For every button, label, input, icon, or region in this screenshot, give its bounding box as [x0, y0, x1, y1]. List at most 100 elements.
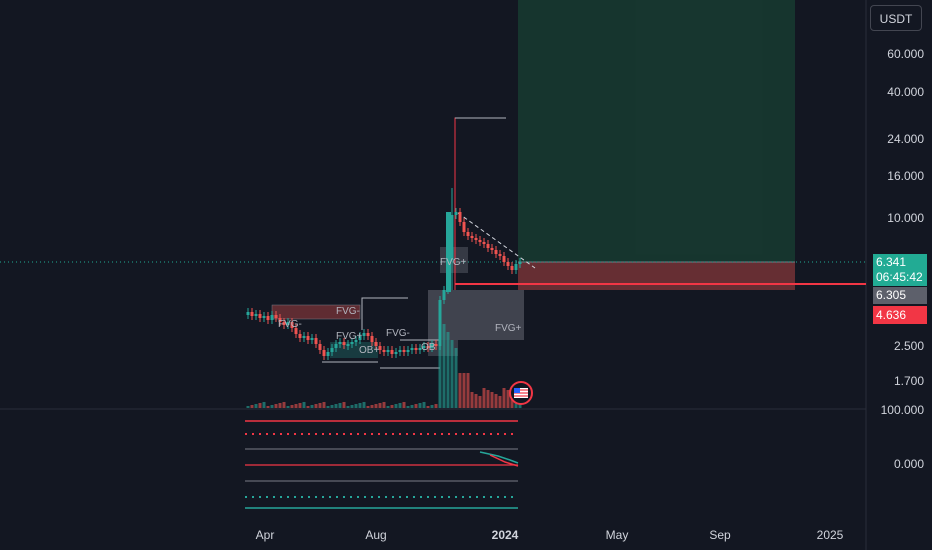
candle-body: [362, 333, 366, 336]
candle-body: [350, 342, 354, 344]
price-badge-grey: 6.305: [873, 287, 927, 304]
volume-bar: [286, 406, 290, 408]
candle-body: [322, 350, 326, 356]
volume-bar: [426, 406, 430, 408]
candle-body: [278, 318, 282, 322]
volume-bar: [498, 396, 502, 408]
volume-bar: [430, 405, 434, 408]
candle-body: [270, 315, 274, 320]
candle-body: [374, 342, 378, 346]
candle-body: [298, 334, 302, 338]
volume-bar: [290, 405, 294, 408]
candle-body: [314, 338, 318, 344]
volume-bar: [246, 406, 250, 408]
indicator-axis-tick: 0.000: [893, 457, 924, 471]
fvg-minus-label: FVG-: [336, 306, 360, 317]
candle-body: [482, 242, 486, 244]
volume-bar: [314, 404, 318, 408]
volume-bar: [458, 373, 462, 408]
volume-bar: [254, 404, 258, 408]
candle-body: [326, 352, 330, 356]
currency-button[interactable]: USDT: [870, 5, 922, 31]
indicator-oscillator-red: [489, 454, 519, 467]
time-axis-tick: Aug: [365, 528, 387, 542]
candle-body: [518, 262, 522, 264]
candle-body: [386, 350, 390, 352]
candle-body: [394, 352, 398, 354]
candle-body: [398, 350, 402, 352]
candle-body: [330, 348, 334, 352]
volume-bar: [338, 403, 342, 408]
current-price-badge: 6.341 06:45:42: [873, 254, 927, 286]
volume-bar: [334, 404, 338, 408]
price-axis-tick: 1.700: [893, 374, 924, 388]
volume-bar: [354, 404, 358, 408]
candle-body: [510, 266, 514, 270]
candle-body: [370, 336, 374, 342]
volume-bar: [390, 405, 394, 408]
candle-body: [338, 342, 342, 344]
volume-bar: [322, 402, 326, 408]
candle-body: [274, 315, 278, 318]
volume-bar: [482, 388, 486, 408]
candle-body: [382, 350, 386, 352]
volume-bar: [462, 373, 466, 408]
volume-bar: [378, 403, 382, 408]
time-axis-tick: May: [605, 528, 629, 542]
volume-bar: [502, 388, 506, 408]
candle-body: [494, 250, 498, 254]
candle-body: [422, 346, 426, 348]
volume-bar: [266, 406, 270, 408]
candle-body: [366, 333, 370, 336]
candle-body: [282, 322, 286, 325]
candle-body: [378, 346, 382, 350]
volume-bar: [442, 324, 446, 408]
candle-body: [342, 342, 346, 345]
volume-bar: [326, 406, 330, 408]
volume-bar: [310, 405, 314, 408]
candle-body: [474, 238, 478, 240]
volume-bar: [342, 402, 346, 408]
candle-body: [466, 232, 470, 236]
volume-bar: [466, 373, 470, 408]
trend-line: [457, 212, 536, 269]
fvg-plus-label: FVG+: [440, 257, 467, 268]
candle-body: [502, 256, 506, 262]
event-flag-icon[interactable]: [509, 381, 533, 405]
price-axis-tick: 16.000: [887, 169, 924, 183]
volume-bar: [486, 390, 490, 408]
ob-zone: [330, 342, 378, 358]
volume-bar: [414, 404, 418, 408]
candle-body: [290, 322, 294, 328]
candle-body: [470, 236, 474, 238]
volume-bar: [438, 316, 442, 408]
price-axis-tick: 60.000: [887, 47, 924, 61]
current-price-value: 6.341: [876, 255, 907, 269]
volume-bar: [306, 406, 310, 408]
volume-bar: [366, 406, 370, 408]
candle-body: [302, 336, 306, 338]
stop-zone[interactable]: [518, 262, 795, 290]
volume-bar: [270, 405, 274, 408]
volume-bar: [282, 402, 286, 408]
volume-bar: [350, 405, 354, 408]
price-axis-tick: 24.000: [887, 132, 924, 146]
candle-body: [454, 212, 458, 215]
bar-countdown: 06:45:42: [876, 270, 923, 284]
volume-bar: [330, 405, 334, 408]
volume-bar: [374, 404, 378, 408]
time-axis-tick: 2025: [816, 528, 844, 542]
volume-bar: [474, 394, 478, 408]
candle-body: [414, 348, 418, 350]
candle-body: [406, 350, 410, 352]
volume-bar: [370, 405, 374, 408]
indicator-oscillator-green: [479, 451, 519, 464]
fvg-plus-label: FVG+: [336, 331, 363, 342]
volume-bar: [402, 402, 406, 408]
volume-bar: [434, 404, 438, 408]
target-zone[interactable]: [518, 0, 795, 262]
candle-body: [310, 338, 314, 340]
volume-bar: [250, 405, 254, 408]
price-axis-tick: 40.000: [887, 85, 924, 99]
